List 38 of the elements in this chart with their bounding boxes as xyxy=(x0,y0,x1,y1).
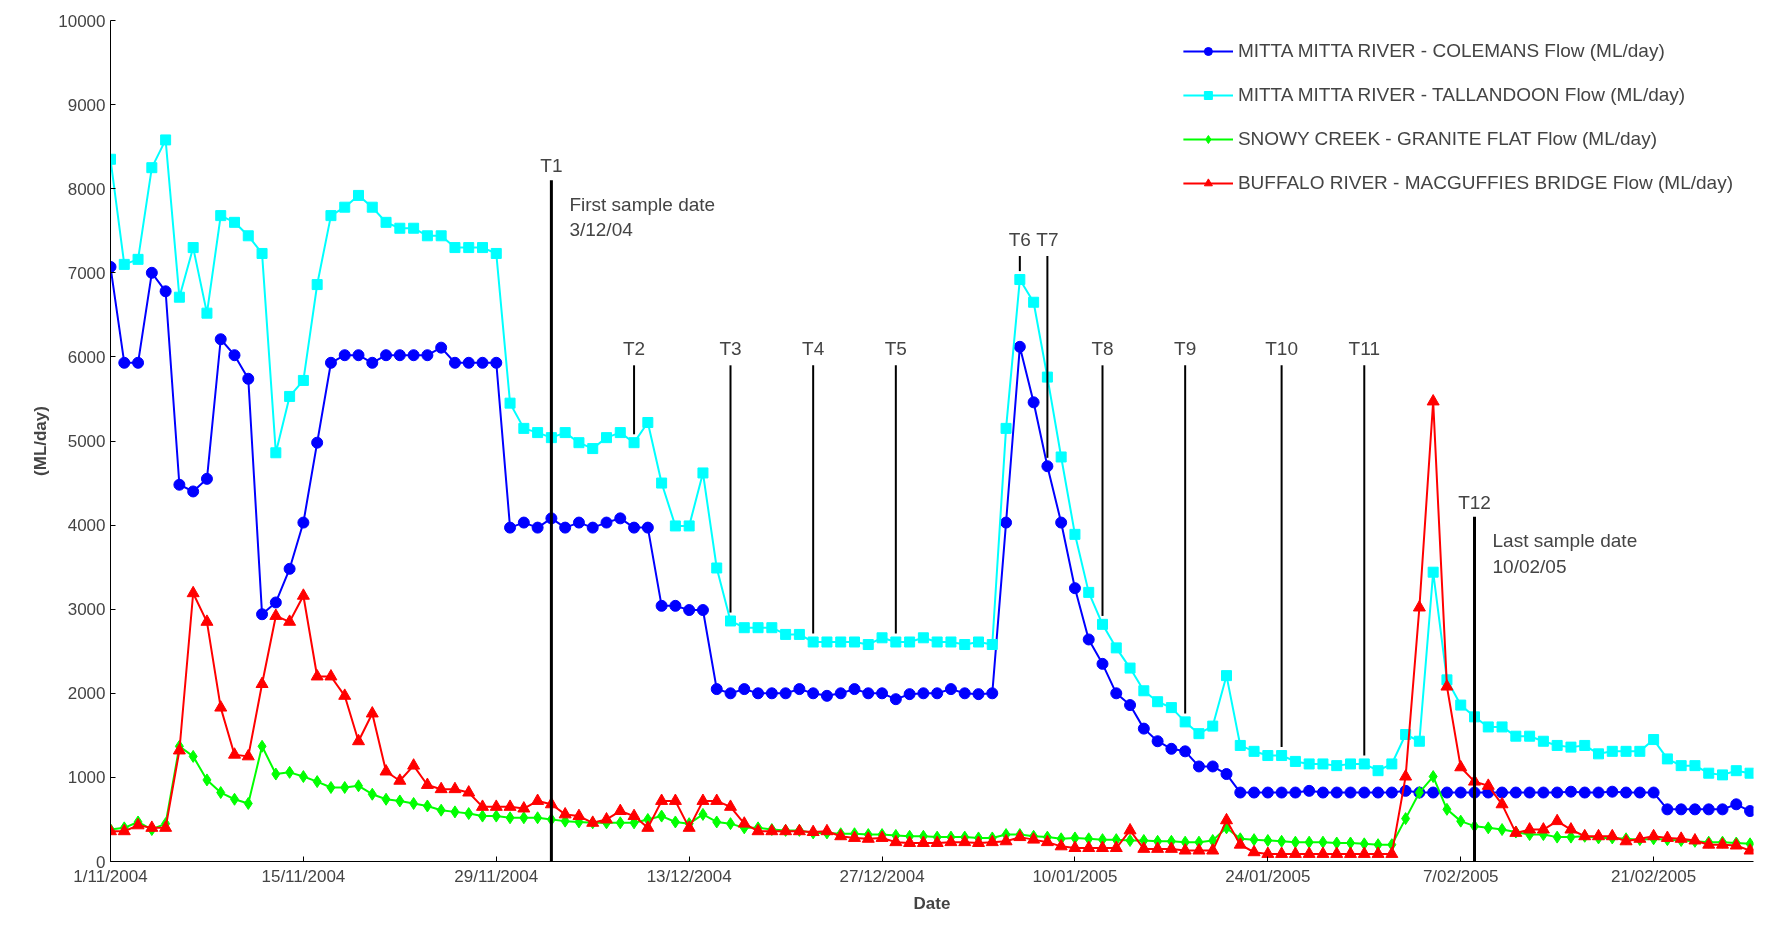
y-tick-label: 9000 xyxy=(67,95,106,115)
annotation: T9 xyxy=(1174,338,1197,360)
ref-line-label: T12 xyxy=(1458,491,1491,513)
annotation: Last sample date 10/02/05 xyxy=(1492,530,1638,577)
y-tick-label: 8000 xyxy=(67,179,106,199)
legend-label: BUFFALO RIVER - MACGUFFIES BRIDGE Flow (ML/day) xyxy=(1237,172,1733,194)
y-tick-label: 1000 xyxy=(67,768,106,788)
y-tick-label: 2000 xyxy=(67,684,106,704)
annotation: T3 xyxy=(719,338,742,360)
x-tick-label: 13/12/2004 xyxy=(646,866,732,886)
x-tick-label: 10/01/2005 xyxy=(1032,866,1118,886)
annotation: T4 xyxy=(802,338,825,360)
y-tick-label: 7000 xyxy=(67,263,106,283)
x-tick-label: 29/11/2004 xyxy=(454,866,539,886)
y-tick-label: 4000 xyxy=(67,516,106,536)
legend-label: MITTA MITTA RIVER - TALLANDOON Flow (ML/day) xyxy=(1237,84,1686,106)
y-tick-label: 6000 xyxy=(67,347,106,367)
annotation: T2 xyxy=(622,338,646,360)
legend-label: MITTA MITTA RIVER - COLEMANS Flow (ML/day) xyxy=(1237,40,1665,62)
annotation: T8 xyxy=(1091,338,1114,360)
x-tick-label: 15/11/2004 xyxy=(261,866,346,886)
x-tick-label: 7/02/2005 xyxy=(1422,866,1499,886)
x-tick-label: 27/12/2004 xyxy=(839,866,925,886)
legend-label: SNOWY CREEK - GRANITE FLAT Flow (ML/day) xyxy=(1237,128,1657,150)
annotation: T10 xyxy=(1265,338,1298,360)
annotation: T5 xyxy=(884,338,907,360)
y-axis-title: (ML/day) xyxy=(31,406,51,476)
ref-line-label: T1 xyxy=(540,155,563,177)
y-tick-label: 5000 xyxy=(67,432,106,451)
annotation: T11 xyxy=(1348,338,1380,360)
annotation: First sample date 3/12/04 xyxy=(569,194,716,241)
x-axis-title: Date xyxy=(913,893,951,913)
y-tick-label: 3000 xyxy=(67,600,106,620)
annotation: T7 xyxy=(1036,228,1059,250)
x-tick-label: 21/02/2005 xyxy=(1611,866,1697,886)
annotation: T6 xyxy=(1008,228,1031,250)
x-tick-label: 24/01/2005 xyxy=(1225,866,1311,886)
y-tick-label: 10000 xyxy=(58,11,106,31)
